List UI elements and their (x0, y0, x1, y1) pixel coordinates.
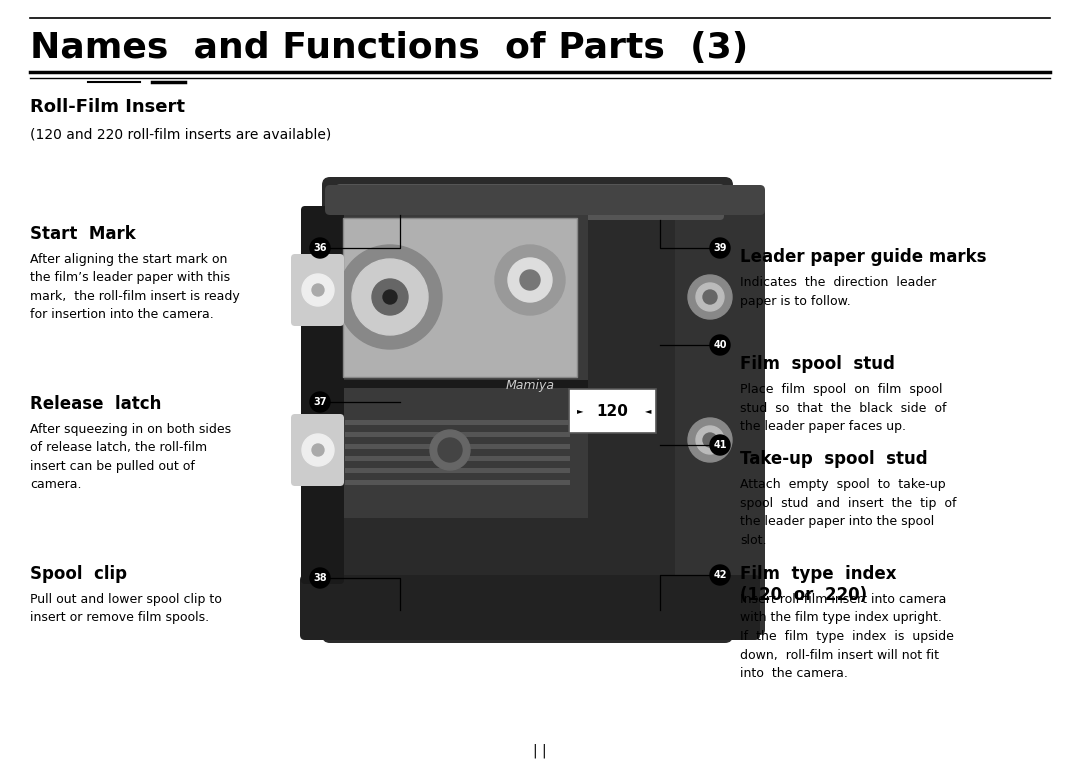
Text: 36: 36 (313, 243, 327, 253)
Text: ◄: ◄ (645, 407, 651, 415)
Circle shape (710, 335, 730, 355)
Text: Film  type  index
(120  or  220): Film type index (120 or 220) (740, 565, 896, 604)
FancyBboxPatch shape (675, 205, 765, 635)
Text: 41: 41 (713, 440, 727, 450)
Text: 39: 39 (713, 243, 727, 253)
Circle shape (495, 245, 565, 315)
FancyBboxPatch shape (569, 389, 656, 433)
Circle shape (302, 274, 334, 306)
Circle shape (312, 284, 324, 296)
Text: Indicates  the  direction  leader
paper is to follow.: Indicates the direction leader paper is … (740, 276, 936, 308)
Circle shape (352, 259, 428, 335)
Circle shape (302, 434, 334, 466)
Text: Roll-Film Insert: Roll-Film Insert (30, 98, 185, 116)
FancyBboxPatch shape (345, 432, 570, 437)
Text: (120 and 220 roll-film inserts are available): (120 and 220 roll-film inserts are avail… (30, 127, 332, 141)
Circle shape (710, 238, 730, 258)
Text: 120: 120 (596, 404, 627, 419)
Text: Film  spool  stud: Film spool stud (740, 355, 895, 373)
Circle shape (688, 418, 732, 462)
Circle shape (310, 392, 330, 412)
Circle shape (696, 283, 724, 311)
FancyBboxPatch shape (345, 480, 570, 485)
Circle shape (312, 444, 324, 456)
Text: Start  Mark: Start Mark (30, 225, 136, 243)
FancyBboxPatch shape (291, 254, 345, 326)
Text: After squeezing in on both sides
of release latch, the roll-film
insert can be p: After squeezing in on both sides of rele… (30, 423, 231, 491)
Circle shape (383, 290, 397, 304)
FancyBboxPatch shape (322, 177, 733, 643)
Circle shape (430, 430, 470, 470)
Text: 38: 38 (313, 573, 327, 583)
FancyBboxPatch shape (338, 380, 588, 388)
FancyBboxPatch shape (291, 414, 345, 486)
FancyBboxPatch shape (345, 456, 570, 461)
Circle shape (519, 270, 540, 290)
Text: Attach  empty  spool  to  take-up
spool  stud  and  insert  the  tip  of
the lea: Attach empty spool to take-up spool stud… (740, 478, 957, 546)
FancyBboxPatch shape (338, 388, 588, 518)
Text: Insert roll-film insert into camera
with the film type index upright.
If  the  f: Insert roll-film insert into camera with… (740, 593, 954, 680)
Text: After aligning the start mark on
the film’s leader paper with this
mark,  the ro: After aligning the start mark on the fil… (30, 253, 240, 322)
Text: Leader paper guide marks: Leader paper guide marks (740, 248, 986, 266)
Circle shape (696, 426, 724, 454)
Text: Names  and Functions  of Parts  (3): Names and Functions of Parts (3) (30, 31, 748, 65)
Text: Place  film  spool  on  film  spool
stud  so  that  the  black  side  of
the lea: Place film spool on film spool stud so t… (740, 383, 946, 433)
Text: Release  latch: Release latch (30, 395, 161, 413)
Text: Mamiya: Mamiya (505, 378, 554, 391)
Text: Take-up  spool  stud: Take-up spool stud (740, 450, 928, 468)
Circle shape (338, 245, 442, 349)
Text: | |: | | (534, 743, 546, 758)
Circle shape (710, 435, 730, 455)
Circle shape (310, 238, 330, 258)
Text: 40: 40 (713, 340, 727, 350)
FancyBboxPatch shape (325, 185, 765, 215)
Text: Pull out and lower spool clip to
insert or remove film spools.: Pull out and lower spool clip to insert … (30, 593, 221, 625)
Circle shape (688, 275, 732, 319)
Text: 37: 37 (313, 397, 327, 407)
Circle shape (438, 438, 462, 462)
Text: ►: ► (577, 407, 583, 415)
FancyBboxPatch shape (336, 184, 724, 220)
Text: 42: 42 (713, 570, 727, 580)
FancyBboxPatch shape (301, 206, 345, 584)
Circle shape (703, 433, 717, 447)
FancyBboxPatch shape (345, 420, 570, 425)
FancyBboxPatch shape (345, 468, 570, 473)
Circle shape (508, 258, 552, 302)
Circle shape (703, 290, 717, 304)
FancyBboxPatch shape (345, 444, 570, 449)
FancyBboxPatch shape (343, 218, 577, 377)
Text: Spool  clip: Spool clip (30, 565, 127, 583)
FancyBboxPatch shape (300, 575, 760, 640)
FancyBboxPatch shape (338, 210, 588, 510)
Circle shape (710, 565, 730, 585)
Circle shape (372, 279, 408, 315)
Circle shape (310, 568, 330, 588)
